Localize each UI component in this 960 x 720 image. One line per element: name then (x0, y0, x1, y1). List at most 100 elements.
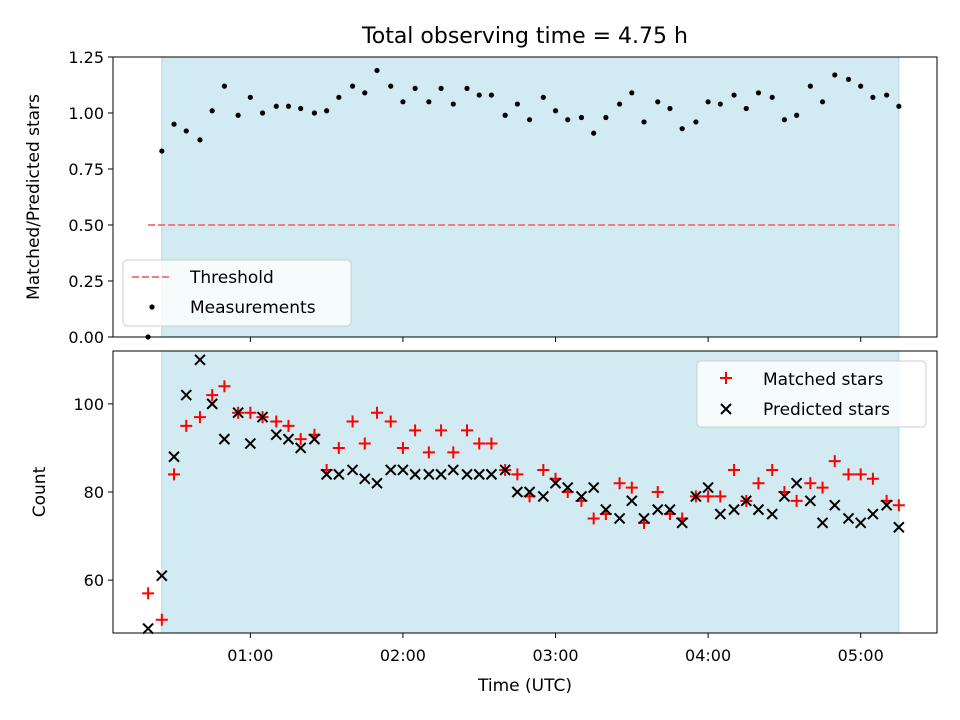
measurement-point (476, 92, 482, 98)
bottom-y-tick-label: 100 (73, 395, 104, 414)
measurement-point (717, 101, 723, 107)
measurement-point (324, 108, 330, 114)
predicted-star-point (461, 468, 473, 481)
predicted-star-point (778, 490, 791, 503)
measurement-point (400, 99, 406, 105)
matched-star-point (332, 441, 345, 454)
predicted-star-point (854, 517, 867, 529)
top-axes-frame (112, 56, 938, 338)
predicted-star-point (385, 464, 397, 476)
top-y-tick-label: 0.75 (68, 160, 104, 179)
x-tick-label: 02:00 (380, 646, 426, 665)
measurement-point (488, 92, 495, 98)
measurement-point (540, 94, 546, 100)
predicted-star-point (842, 512, 855, 525)
predicted-star-point (880, 499, 893, 511)
predicted-star-point (740, 495, 752, 507)
predicted-star-point (142, 622, 154, 635)
bottom-y-tick-label: 60 (84, 571, 104, 590)
predicted-star-point (359, 473, 371, 485)
predicted-star-point (728, 503, 740, 516)
x-tick-label: 04:00 (685, 646, 731, 665)
measurement-point (285, 103, 292, 109)
matched-star-point (447, 446, 460, 459)
predicted-star-point (676, 517, 688, 529)
measurement-point (298, 105, 304, 112)
matched-star-point (892, 499, 905, 512)
predicted-star-point (523, 486, 536, 498)
measurement-point (755, 90, 762, 96)
bottom-y-tick-label: 80 (84, 483, 104, 502)
top-y-tick-label: 1.25 (68, 48, 104, 67)
measurement-point (781, 117, 788, 123)
matched-star-point (358, 437, 371, 450)
matched-star-point (270, 415, 283, 428)
predicted-star-point (308, 433, 321, 445)
legend-predicted-label: Predicted stars (763, 400, 890, 420)
measurement-point (578, 114, 585, 121)
x-tick-label: 03:00 (532, 646, 578, 665)
predicted-star-point (511, 486, 524, 498)
predicted-star-point (473, 468, 485, 481)
legend-predicted-swatch (720, 403, 732, 415)
measurement-point (450, 101, 456, 107)
predicted-star-point (829, 499, 841, 511)
matched-star-point (766, 463, 779, 476)
predicted-star-point (690, 490, 702, 503)
predicted-star-point (600, 503, 612, 516)
predicted-star-point (180, 389, 192, 401)
matched-star-point (282, 419, 295, 432)
matched-star-point (370, 406, 383, 419)
legend-measurements-label: Measurements (190, 298, 316, 318)
top-y-tick-label: 0.50 (68, 216, 104, 235)
measurement-point (221, 83, 227, 89)
measurement-point (526, 117, 533, 123)
predicted-star-point (485, 468, 498, 481)
predicted-star-point (766, 508, 778, 520)
matched-star-point (854, 468, 867, 481)
predicted-star-point (435, 468, 447, 481)
matched-star-point (842, 468, 855, 481)
predicted-star-point (664, 503, 676, 516)
measurement-point (374, 67, 380, 74)
measurement-point (209, 108, 215, 114)
matched-star-point (537, 463, 550, 476)
top-y-tick-label: 1.00 (68, 104, 104, 123)
predicted-star-point (714, 508, 727, 520)
x-tick-label: 01:00 (227, 646, 273, 665)
measurement-point (259, 110, 266, 116)
measurement-point (769, 94, 775, 100)
measurement-point (197, 137, 203, 143)
matched-star-point (422, 446, 435, 459)
matched-star-point (435, 424, 448, 437)
measurement-point (412, 85, 418, 91)
matched-star-point (193, 411, 206, 424)
predicted-star-point (409, 468, 421, 481)
matched-star-point (168, 468, 181, 481)
predicted-star-point (156, 570, 168, 582)
predicted-star-point (270, 429, 282, 441)
matched-star-point (346, 415, 359, 428)
matched-star-point (206, 389, 219, 402)
predicted-star-point (867, 508, 879, 520)
predicted-star-point (256, 411, 269, 423)
measurement-point (884, 92, 890, 98)
predicted-star-point (652, 503, 664, 516)
matched-star-point (384, 415, 397, 428)
predicted-star-point (790, 477, 803, 489)
predicted-star-point (194, 354, 206, 366)
top-y-tick-label: 0.25 (68, 272, 104, 291)
measurement-point (247, 94, 253, 100)
matched-star-point (828, 455, 841, 468)
measurement-point (845, 76, 852, 82)
predicted-star-point (587, 481, 600, 494)
predicted-star-point (562, 481, 574, 494)
measurement-point (617, 101, 623, 107)
predicted-star-point (626, 495, 638, 507)
matched-star-point (473, 437, 486, 450)
matched-star-point (294, 433, 307, 446)
measurement-point (629, 90, 635, 96)
matched-star-point (396, 441, 409, 454)
matched-star-point (244, 406, 257, 419)
